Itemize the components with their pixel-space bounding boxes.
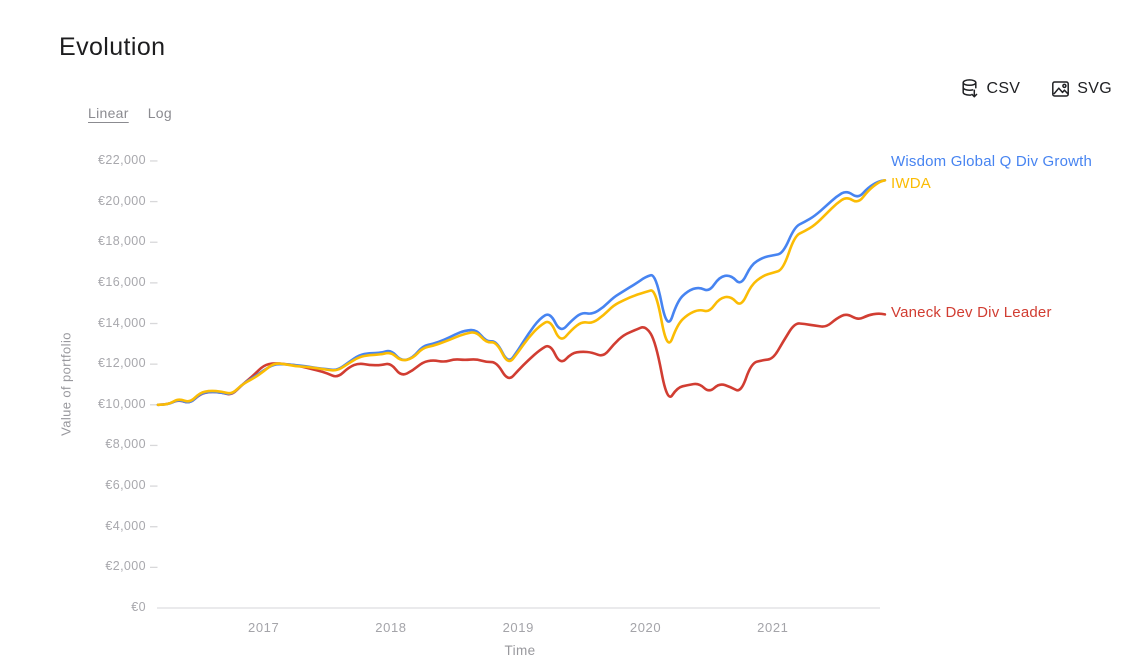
- x-tick-label: 2021: [757, 620, 789, 635]
- y-tick-label: €22,000: [98, 152, 146, 167]
- scale-linear-link[interactable]: Linear: [88, 105, 129, 121]
- series-end-label: Wisdom Global Q Div Growth: [891, 153, 1093, 171]
- y-tick-label: €2,000: [105, 559, 146, 574]
- y-tick-label: €16,000: [98, 274, 146, 289]
- x-axis-title: Time: [504, 643, 536, 658]
- y-tick-label: €12,000: [98, 356, 146, 371]
- y-tick-label: €18,000: [98, 234, 146, 249]
- y-tick-label: €20,000: [98, 193, 146, 208]
- database-download-icon: [960, 78, 980, 100]
- scale-log-link[interactable]: Log: [147, 105, 172, 121]
- y-tick-label: €4,000: [105, 518, 146, 533]
- x-tick-label: 2018: [375, 620, 407, 635]
- y-tick-label: €10,000: [98, 396, 146, 411]
- page-title: Evolution: [59, 32, 166, 61]
- scale-toggle: Linear Log: [88, 105, 172, 121]
- y-tick-label: €14,000: [98, 315, 146, 330]
- x-tick-label: 2019: [502, 620, 534, 635]
- y-tick-label: €0: [131, 600, 146, 614]
- export-svg-button[interactable]: SVG: [1048, 77, 1114, 101]
- export-svg-label: SVG: [1077, 80, 1112, 97]
- y-tick-label: €8,000: [105, 437, 146, 452]
- export-csv-button[interactable]: CSV: [958, 76, 1022, 102]
- series-end-label: Vaneck Dev Div Leader: [891, 304, 1052, 322]
- x-tick-label: 2020: [629, 620, 662, 635]
- export-toolbar: CSV SVG: [958, 76, 1114, 102]
- export-csv-label: CSV: [986, 80, 1021, 97]
- series-end-label: IWDA: [891, 175, 931, 193]
- y-tick-label: €6,000: [105, 478, 146, 493]
- x-tick-label: 2017: [247, 620, 280, 635]
- image-icon: [1050, 79, 1071, 99]
